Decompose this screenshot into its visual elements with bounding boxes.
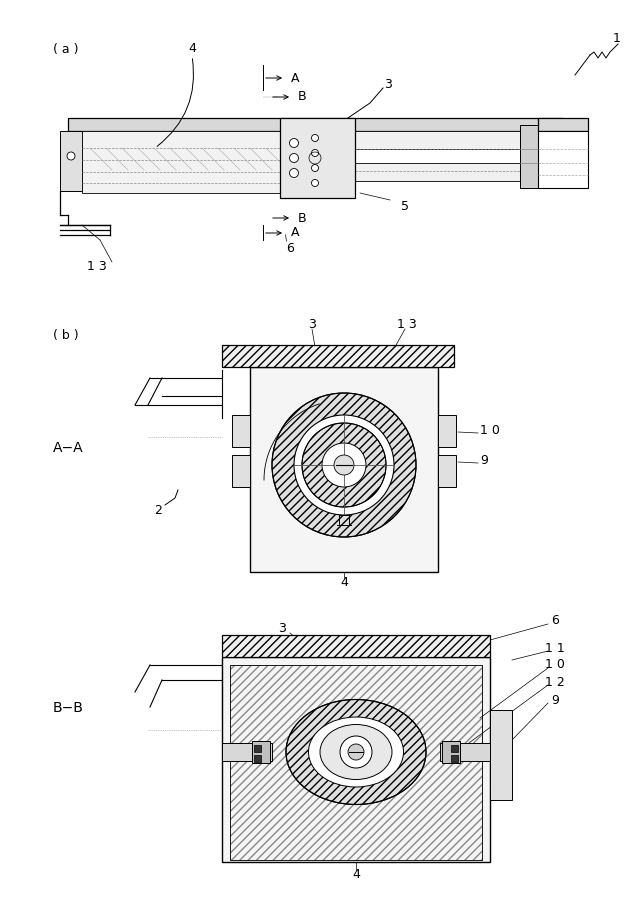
Circle shape	[289, 169, 298, 178]
Circle shape	[312, 165, 319, 171]
Bar	[222, 345, 454, 367]
Text: 3: 3	[308, 318, 316, 331]
Circle shape	[312, 149, 319, 157]
Bar	[490, 710, 512, 800]
Bar	[232, 415, 250, 447]
Bar	[232, 455, 250, 487]
Circle shape	[302, 423, 386, 507]
Bar	[68, 118, 563, 131]
Bar	[355, 163, 520, 181]
Bar	[451, 745, 458, 752]
Text: 1 0: 1 0	[545, 659, 565, 671]
Text: A: A	[291, 226, 300, 239]
Text: B: B	[298, 212, 307, 224]
Bar	[520, 125, 538, 188]
Bar	[82, 131, 282, 193]
Text: ( b ): ( b )	[53, 329, 79, 342]
Bar	[254, 755, 261, 762]
Bar	[280, 118, 355, 198]
Bar	[442, 741, 460, 763]
Text: B: B	[298, 91, 307, 104]
Bar	[440, 743, 490, 761]
Text: 6: 6	[286, 242, 294, 255]
Circle shape	[67, 152, 75, 160]
Text: 4: 4	[352, 868, 360, 881]
Bar	[230, 665, 482, 860]
Text: 1 1: 1 1	[545, 641, 565, 655]
Circle shape	[348, 744, 364, 760]
Text: A−A: A−A	[53, 441, 84, 455]
Text: ( a ): ( a )	[53, 43, 79, 57]
Text: 2: 2	[154, 504, 162, 517]
Text: 4: 4	[188, 41, 196, 54]
Bar	[60, 131, 82, 191]
Bar	[230, 665, 482, 860]
Text: 9: 9	[480, 453, 488, 466]
Bar	[451, 755, 458, 762]
Bar	[254, 745, 261, 752]
Circle shape	[312, 180, 319, 187]
Bar	[250, 367, 438, 572]
Bar	[438, 455, 456, 487]
Circle shape	[289, 138, 298, 147]
Text: 3: 3	[384, 78, 392, 91]
Text: 1 0: 1 0	[480, 423, 500, 437]
Text: B−B: B−B	[53, 701, 84, 715]
Circle shape	[272, 393, 416, 537]
Bar	[222, 743, 272, 761]
Ellipse shape	[320, 725, 392, 780]
Bar	[438, 415, 456, 447]
Circle shape	[289, 154, 298, 162]
Ellipse shape	[286, 700, 426, 804]
Text: 1 3: 1 3	[397, 318, 417, 331]
Text: 1: 1	[613, 31, 621, 45]
Bar	[252, 741, 270, 763]
Text: 6: 6	[551, 614, 559, 627]
Ellipse shape	[308, 717, 403, 787]
Text: 1 3: 1 3	[87, 260, 107, 274]
Bar	[222, 657, 490, 862]
Bar	[538, 131, 588, 188]
Circle shape	[340, 736, 372, 768]
Circle shape	[334, 455, 354, 475]
Bar	[538, 118, 588, 131]
Circle shape	[322, 443, 366, 487]
Text: 1 2: 1 2	[545, 675, 565, 689]
Bar	[222, 635, 490, 657]
Text: 5: 5	[401, 201, 409, 213]
Text: 4: 4	[340, 575, 348, 588]
Text: A: A	[291, 71, 300, 84]
Text: 9: 9	[551, 693, 559, 706]
Text: 3: 3	[278, 621, 286, 635]
Bar	[355, 131, 520, 149]
Circle shape	[294, 415, 394, 515]
Circle shape	[312, 135, 319, 141]
